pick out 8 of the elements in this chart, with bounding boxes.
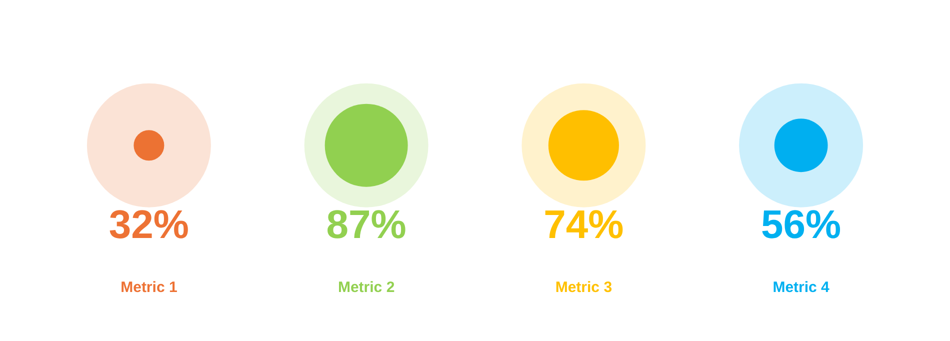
data-label: 74% <box>544 203 624 248</box>
category-label: Metric 1 <box>120 279 178 296</box>
data-label: 87% <box>326 203 406 248</box>
category-label: Metric 4 <box>772 279 830 296</box>
data-label: 32% <box>108 203 189 248</box>
category-label: Metric 3 <box>555 279 612 296</box>
data-label: 56% <box>761 203 842 248</box>
category-label: Metric 2 <box>338 279 395 296</box>
